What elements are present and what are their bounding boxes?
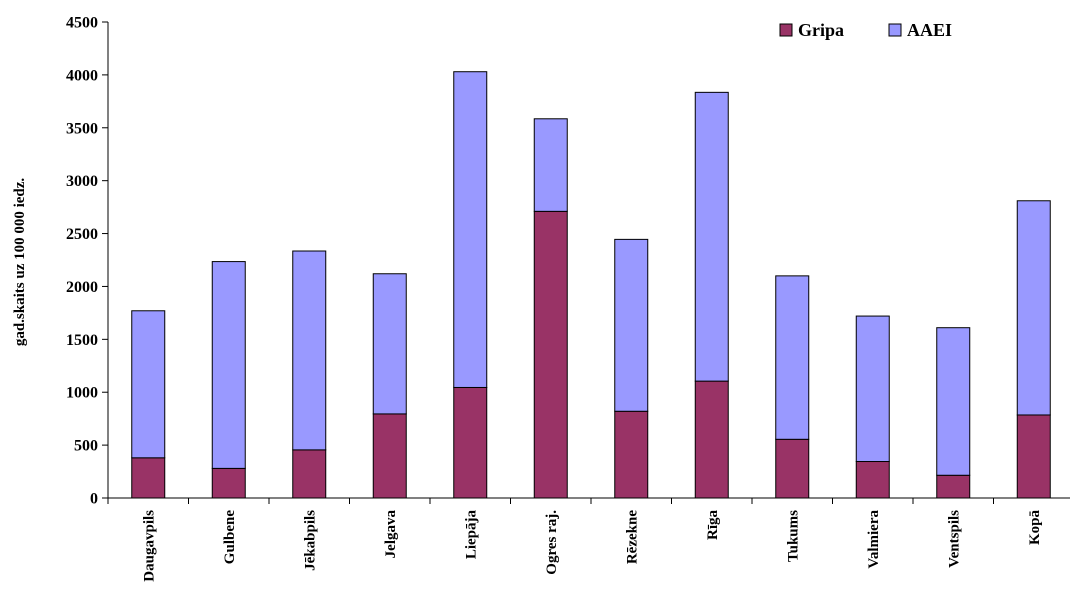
bar-aaei-5 [453,71,488,388]
bar-gripa-3 [292,449,327,499]
bar-gripa-5 [453,386,488,499]
bar-gripa-2 [211,467,246,499]
bar-gripa-8 [694,380,729,499]
bar-gripa-9 [775,438,810,499]
bar-aaei-12 [1016,200,1051,416]
plot-area: 0 500 1000 1500 2000 2500 3000 3500 4000 4500 Daug… [66,15,1070,582]
bar-aaei-9 [775,275,810,440]
x-tick-label: Tukums [785,510,801,562]
y-tick-label: 0 [90,491,98,508]
y-axis-label: gad.skaits uz 100 000 iedz. [12,178,28,347]
bar-aaei-6 [533,118,568,212]
x-tick-label: Liepāja [463,510,479,560]
x-tick-label: Rīga [705,510,721,541]
x-tick-label: Jēkabpils [302,510,318,571]
y-tick-label: 1000 [66,385,98,402]
bar-aaei-4 [372,273,407,415]
y-tick-label: 500 [74,438,98,455]
x-tick-label: Valmiera [866,510,882,569]
bar-aaei-1 [131,310,166,459]
legend-swatch-gripa [779,23,793,37]
bar-gripa-12 [1016,414,1051,499]
x-tick-label: Daugavpils [141,510,157,582]
y-tick-label: 4000 [66,67,98,84]
bar-aaei-10 [855,315,890,463]
x-tick-label: Jelgava [383,510,399,559]
legend: Gripa AAEI [779,20,952,40]
bar-gripa-11 [936,474,971,499]
bar-gripa-7 [614,410,649,499]
y-tick-label: 1500 [66,332,98,349]
y-tick-label: 2000 [66,279,98,296]
y-tick-label: 3500 [66,120,98,137]
x-tick-label: Ventspils [946,510,962,568]
legend-swatch-aaei [888,23,902,37]
x-tick-label: Kopā [1027,510,1043,546]
y-tick-label: 3000 [66,173,98,190]
bar-gripa-10 [855,461,890,499]
bar-aaei-8 [694,91,729,382]
bar-aaei-3 [292,250,327,451]
x-tick-label: Rēzekne [624,510,640,564]
bar-gripa-4 [372,413,407,499]
x-tick-label: Ogres raj. [544,510,560,575]
bar-gripa-6 [533,210,568,499]
bar-aaei-7 [614,238,649,412]
bar-aaei-11 [936,327,971,476]
x-tick-label: Gulbene [222,510,238,565]
y-tick-label: 2500 [66,226,98,243]
legend-label-aaei: AAEI [907,20,952,40]
bar-aaei-2 [211,261,246,469]
bar-gripa-1 [131,457,166,499]
y-tick-label: 4500 [66,15,98,32]
legend-label-gripa: Gripa [798,20,844,40]
